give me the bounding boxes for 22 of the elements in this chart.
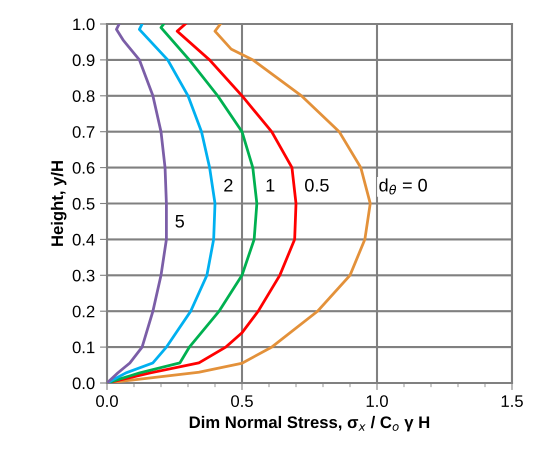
y-tick-label: 0.7 bbox=[72, 126, 94, 138]
x-tick-label: 1.5 bbox=[502, 395, 523, 408]
series-label: 1 bbox=[266, 179, 274, 192]
series-label: 0.5 bbox=[305, 178, 329, 192]
y-tick-label: 0.4 bbox=[72, 234, 95, 246]
y-tick-label: 0.3 bbox=[72, 270, 94, 282]
series-label: d$_{θ}$ = 0 bbox=[379, 178, 427, 195]
x-tick-label: 1.0 bbox=[366, 395, 388, 408]
x-axis-title: Dim Normal Stress, σ$_{x}$ / C$_{o}$ γ H bbox=[190, 416, 430, 432]
y-axis-title: Height, y/H bbox=[50, 161, 66, 246]
y-tick-label: 0.0 bbox=[72, 377, 95, 390]
y-tick-label: 0.6 bbox=[72, 162, 94, 174]
y-tick-label: 1.0 bbox=[73, 18, 95, 30]
y-tick-label: 0.8 bbox=[72, 90, 94, 102]
series-label: 2 bbox=[224, 178, 232, 192]
y-tick-label: 0.2 bbox=[72, 306, 94, 318]
x-tick-label: 0.5 bbox=[231, 395, 253, 408]
y-tick-label: 0.5 bbox=[72, 198, 94, 210]
y-tick-label: 0.9 bbox=[72, 54, 94, 66]
x-tick-label: 0.0 bbox=[96, 395, 118, 408]
series-label: 5 bbox=[175, 214, 184, 228]
y-tick-label: 0.1 bbox=[72, 342, 94, 354]
